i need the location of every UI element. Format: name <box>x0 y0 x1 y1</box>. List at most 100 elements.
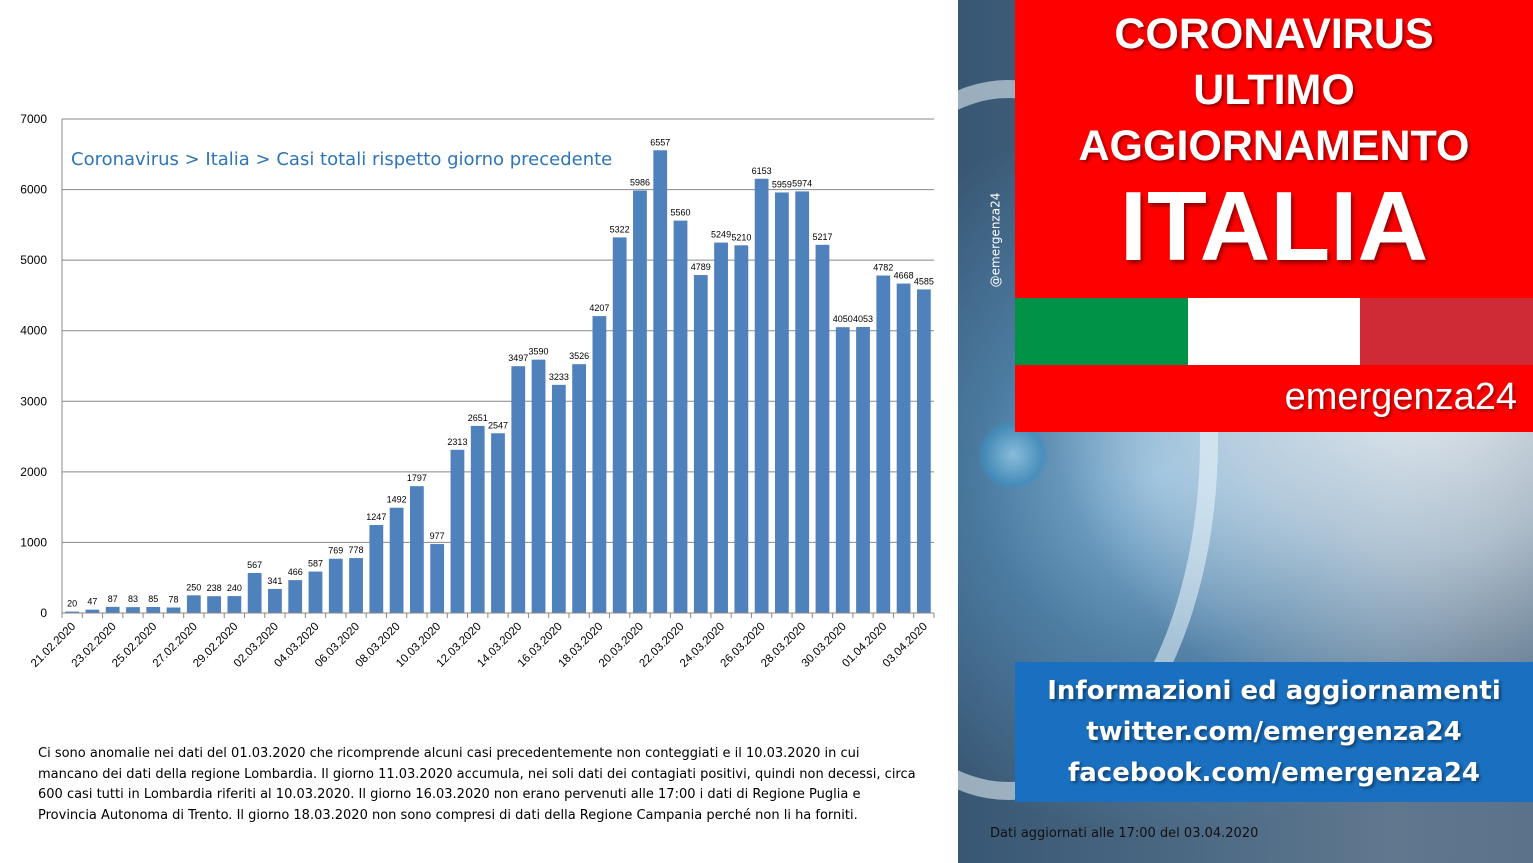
data-label: 78 <box>169 594 179 604</box>
data-label: 1247 <box>366 512 386 522</box>
bar <box>207 596 221 613</box>
data-label: 4585 <box>914 276 934 286</box>
data-label: 3590 <box>529 347 549 357</box>
data-label: 5959 <box>772 179 792 189</box>
bar <box>795 191 810 613</box>
bar <box>85 609 100 613</box>
data-label: 3233 <box>549 372 569 382</box>
data-label: 6557 <box>650 137 670 147</box>
bar <box>734 245 749 613</box>
bar <box>105 606 120 613</box>
bar <box>572 364 587 613</box>
bar <box>65 611 80 613</box>
data-label: 87 <box>108 594 118 604</box>
data-label: 5322 <box>610 224 630 234</box>
info-line-1: Informazioni ed aggiornamenti <box>1047 676 1501 706</box>
y-tick-label: 2000 <box>20 465 47 479</box>
data-label: 2651 <box>468 413 488 423</box>
bar <box>430 544 445 613</box>
data-label: 5210 <box>731 232 751 242</box>
data-label: 567 <box>247 560 262 570</box>
data-label: 83 <box>128 594 138 604</box>
data-label: 5249 <box>711 230 731 240</box>
bar <box>612 237 627 613</box>
bar <box>754 178 769 614</box>
bar-chart: 0 1000 2000 3000 4000 5000 6000 7000 Coronavirus… <box>20 112 935 670</box>
bar <box>227 596 242 613</box>
bar <box>775 192 789 614</box>
title-line-1: CORONAVIRUS <box>1114 10 1434 58</box>
bar <box>511 366 526 613</box>
bar <box>470 425 485 613</box>
chart-panel: 0 1000 2000 3000 4000 5000 6000 7000 Coronavirus… <box>20 112 935 823</box>
bar <box>166 607 181 613</box>
update-timestamp: Dati aggiornati alle 17:00 del 03.04.202… <box>990 826 1259 841</box>
bar <box>409 486 424 613</box>
data-label: 769 <box>328 546 343 556</box>
footnote-text: Ci sono anomalie nei dati del 01.03.2020… <box>38 746 916 823</box>
data-label: 587 <box>308 559 323 569</box>
data-label: 4782 <box>873 263 893 273</box>
flag-red-stripe <box>1360 298 1533 365</box>
data-label: 20 <box>67 599 77 609</box>
data-label: 1797 <box>407 473 427 483</box>
bar <box>856 326 870 613</box>
data-label: 341 <box>267 576 282 586</box>
data-label: 1492 <box>387 495 407 505</box>
data-label: 2547 <box>488 420 508 430</box>
title-line-3: AGGIORNAMENTO <box>1078 122 1470 170</box>
flag-white-stripe <box>1187 298 1361 365</box>
bar <box>531 359 546 613</box>
bar <box>916 289 931 613</box>
flag-green-stripe <box>1015 298 1188 365</box>
data-label: 4050 <box>833 314 853 324</box>
data-label: 5217 <box>812 232 832 242</box>
y-tick-label: 5000 <box>20 253 47 267</box>
bar <box>268 588 282 613</box>
y-tick-label: 1000 <box>20 535 47 549</box>
bar <box>369 524 384 613</box>
bar <box>247 572 262 613</box>
bar <box>896 283 911 613</box>
data-label: 778 <box>349 545 364 555</box>
bar <box>551 384 566 613</box>
data-label: 4789 <box>691 262 711 272</box>
data-label: 240 <box>227 583 242 593</box>
bar <box>815 244 830 613</box>
bar <box>673 220 688 613</box>
title-banner: CORONAVIRUS ULTIMO AGGIORNAMENTO ITALIA <box>1015 0 1533 298</box>
data-label: 5986 <box>630 178 650 188</box>
twitter-link: twitter.com/emergenza24 <box>1086 717 1462 747</box>
data-label: 238 <box>207 583 222 593</box>
info-banner: Informazioni ed aggiornamenti twitter.co… <box>1015 662 1533 802</box>
data-label: 250 <box>186 582 201 592</box>
italian-flag <box>1015 298 1533 365</box>
bar <box>146 607 161 613</box>
data-label: 4207 <box>589 303 609 313</box>
chart-title: Coronavirus > Italia > Casi totali rispe… <box>71 149 612 170</box>
data-label: 5974 <box>792 178 812 188</box>
title-line-2: ULTIMO <box>1193 66 1355 114</box>
data-label: 3497 <box>508 353 528 363</box>
title-country: ITALIA <box>1119 171 1429 281</box>
y-tick-label: 4000 <box>20 324 47 338</box>
bar <box>349 558 363 613</box>
y-tick-label: 7000 <box>20 112 47 126</box>
bar <box>714 242 728 614</box>
watermark-handle: @emergenza24 <box>980 170 1010 310</box>
data-label: 2313 <box>447 437 467 447</box>
bar <box>653 150 668 614</box>
data-label: 6153 <box>752 166 772 176</box>
bar <box>126 607 140 613</box>
data-label: 4668 <box>894 271 914 281</box>
y-tick-label: 6000 <box>20 183 47 197</box>
data-label: 3526 <box>569 351 589 361</box>
handle-text: @emergenza24 <box>988 192 1002 288</box>
bar <box>491 433 505 613</box>
data-label: 466 <box>288 567 303 577</box>
bar <box>288 580 303 613</box>
data-label: 977 <box>430 531 445 541</box>
data-label: 47 <box>87 597 97 607</box>
bar <box>592 316 607 613</box>
bar <box>876 275 891 613</box>
